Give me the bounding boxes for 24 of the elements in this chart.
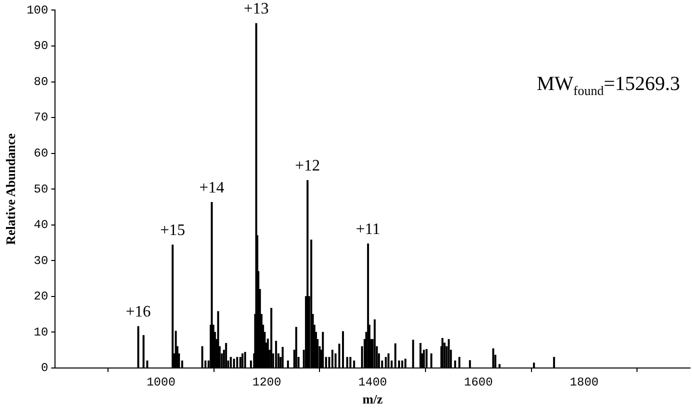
annotation: +15 <box>160 222 186 240</box>
y-tick-label: 0 <box>41 361 48 376</box>
x-tick-label: 1000 <box>146 375 176 390</box>
annotation: +16 <box>126 304 151 321</box>
annotation: +13 <box>244 0 269 18</box>
y-tick-label: 80 <box>34 74 48 89</box>
x-tick-label: 1600 <box>464 375 493 390</box>
annotation: +11 <box>356 221 380 238</box>
y-tick-label: 100 <box>26 3 48 18</box>
y-tick-label: 50 <box>34 182 48 196</box>
x-tick-label: 1800 <box>570 375 599 390</box>
y-tick-label: 40 <box>34 218 48 232</box>
y-axis-title: Relative Abundance <box>3 133 18 245</box>
x-tick-label: 1200 <box>252 375 282 390</box>
x-axis-title: m/z <box>362 392 383 407</box>
annotation: +14 <box>199 180 224 197</box>
x-tick-label: 1400 <box>358 375 388 390</box>
annotation: +12 <box>295 158 320 175</box>
y-tick-label: 70 <box>34 110 48 125</box>
y-tick-label: 30 <box>34 254 48 268</box>
y-tick-label: 20 <box>34 290 48 304</box>
y-tick-label: 90 <box>34 39 48 54</box>
y-tick-label: 60 <box>34 146 48 160</box>
y-tick-label: 10 <box>34 325 48 340</box>
